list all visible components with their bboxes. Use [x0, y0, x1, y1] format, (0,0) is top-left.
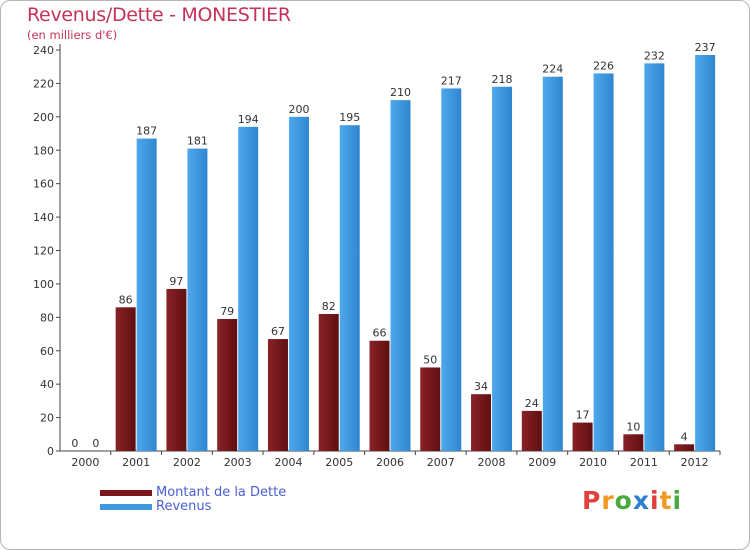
chart-title: Revenus/Dette - MONESTIER	[27, 4, 291, 26]
bar-revenue	[339, 125, 360, 451]
data-label-debt: 86	[119, 293, 133, 306]
bar-revenue	[542, 76, 563, 451]
data-label-revenue: 226	[593, 59, 614, 72]
logo-letter: x	[632, 486, 650, 515]
bar-revenue	[390, 100, 411, 451]
y-tick-label: 100	[33, 278, 54, 291]
bar-revenue	[288, 116, 309, 451]
y-tick-label: 60	[40, 345, 54, 358]
logo-letter: r	[601, 486, 615, 515]
y-tick-label: 200	[33, 111, 54, 124]
data-label-debt: 79	[220, 305, 234, 318]
y-tick-label: 120	[33, 245, 54, 258]
legend-swatch-revenue	[100, 504, 152, 510]
x-tick-label: 2002	[173, 456, 201, 469]
y-tick-label: 160	[33, 178, 54, 191]
bar-debt	[420, 367, 441, 451]
y-tick-label: 0	[47, 445, 54, 458]
bar-debt	[115, 307, 136, 451]
data-label-revenue: 195	[339, 111, 360, 124]
bar-debt	[166, 288, 187, 451]
x-tick-label: 2010	[579, 456, 607, 469]
data-label-revenue: 224	[542, 63, 563, 76]
x-tick-label: 2003	[224, 456, 252, 469]
data-label-revenue: 0	[92, 437, 99, 450]
bar-debt	[217, 319, 238, 451]
x-tick-label: 2008	[478, 456, 506, 469]
y-tick-label: 180	[33, 144, 54, 157]
y-tick-label: 240	[33, 44, 54, 57]
x-tick-label: 2006	[376, 456, 404, 469]
x-tick-label: 2009	[528, 456, 556, 469]
bar-revenue	[644, 63, 665, 451]
y-tick-label: 80	[40, 311, 54, 324]
data-label-revenue: 194	[238, 113, 259, 126]
chart-subtitle: (en milliers d'€)	[27, 28, 118, 42]
logo-letter: i	[672, 486, 683, 515]
data-label-revenue: 217	[441, 74, 462, 87]
y-tick-label: 220	[33, 77, 54, 90]
data-label-debt: 34	[474, 380, 488, 393]
bar-debt	[521, 410, 542, 451]
data-label-debt: 67	[271, 325, 285, 338]
x-tick-label: 2005	[325, 456, 353, 469]
bar-debt	[267, 339, 288, 451]
data-label-debt: 82	[322, 300, 336, 313]
logo-letter: i	[650, 486, 660, 515]
data-label-revenue: 210	[390, 86, 411, 99]
bar-revenue	[136, 138, 157, 451]
x-tick-label: 2004	[274, 456, 302, 469]
bar-revenue	[492, 86, 513, 451]
data-label-revenue: 232	[644, 49, 665, 62]
bar-revenue	[441, 88, 462, 451]
bar-revenue	[695, 55, 716, 451]
logo-letter: o	[614, 486, 633, 515]
legend-label-revenue: Revenus	[156, 499, 212, 514]
data-label-debt: 17	[576, 409, 590, 422]
bar-debt	[674, 444, 695, 451]
logo-letter: P	[582, 486, 602, 515]
x-tick-label: 2007	[427, 456, 455, 469]
legend-label-debt: Montant de la Dette	[156, 485, 287, 500]
bar-debt	[471, 394, 492, 451]
data-label-revenue: 187	[136, 125, 157, 138]
bar-debt	[369, 340, 390, 451]
data-label-debt: 50	[423, 353, 437, 366]
bar-revenue	[187, 148, 208, 451]
data-label-revenue: 218	[492, 73, 513, 86]
bar-debt	[318, 313, 339, 451]
data-label-debt: 24	[525, 397, 539, 410]
data-label-revenue: 237	[695, 41, 716, 54]
data-label-debt: 97	[169, 275, 183, 288]
data-label-debt: 0	[71, 437, 78, 450]
data-label-debt: 4	[681, 430, 688, 443]
bar-revenue	[238, 126, 259, 451]
y-tick-label: 20	[40, 412, 54, 425]
y-tick-label: 140	[33, 211, 54, 224]
legend-swatch-debt	[100, 490, 152, 496]
bar-debt	[623, 434, 644, 451]
proxiti-logo: Proxiti	[582, 486, 682, 515]
logo-letter: t	[659, 486, 673, 515]
x-tick-label: 2011	[630, 456, 658, 469]
data-label-debt: 66	[373, 327, 387, 340]
bar-debt	[572, 422, 593, 451]
bar-revenue	[593, 73, 614, 452]
x-tick-label: 2001	[122, 456, 150, 469]
data-label-revenue: 181	[187, 135, 208, 148]
data-label-debt: 10	[626, 420, 640, 433]
data-label-revenue: 200	[288, 103, 309, 116]
y-tick-label: 40	[40, 378, 54, 391]
x-tick-label: 2012	[681, 456, 709, 469]
x-tick-label: 2000	[71, 456, 99, 469]
